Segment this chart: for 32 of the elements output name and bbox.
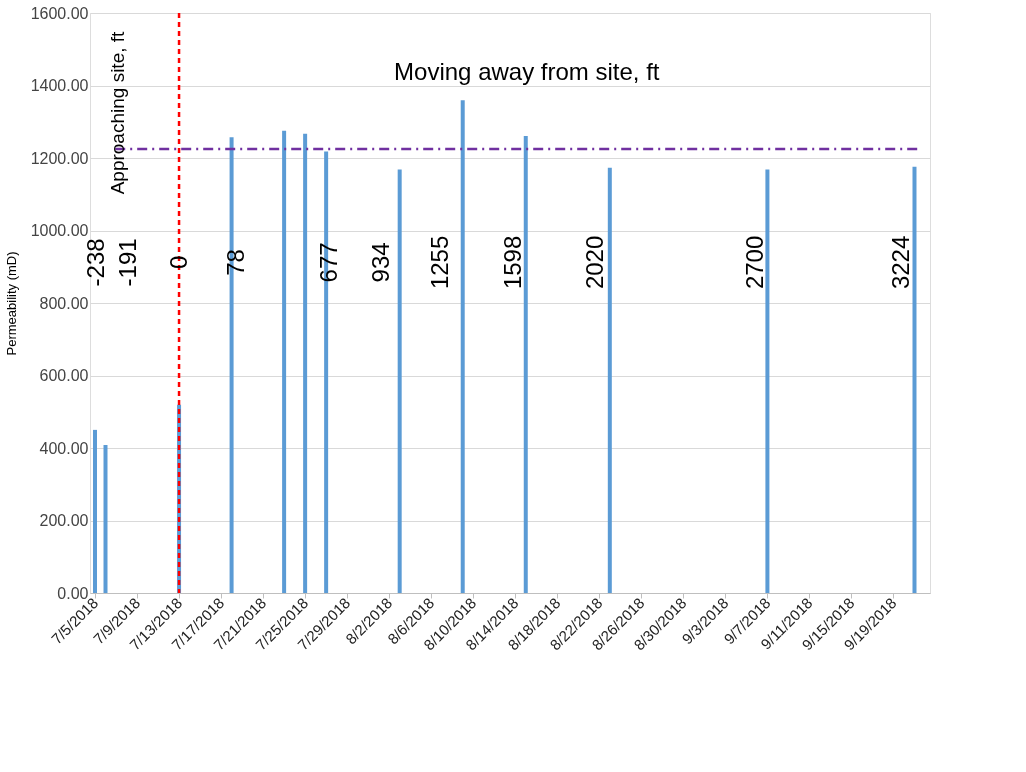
bar: [523, 135, 528, 593]
annotation: 934: [367, 242, 395, 283]
y-tick-label: 1000.00: [30, 222, 89, 239]
bar: [303, 133, 308, 593]
annotation: 677: [315, 242, 343, 283]
annotation: -191: [114, 238, 142, 287]
annotation: 2700: [741, 235, 769, 290]
y-tick-label: 1400.00: [30, 77, 89, 94]
annotation: Approaching site, ft: [107, 30, 128, 195]
y-tick-label: 1200.00: [30, 149, 89, 167]
y-tick-label: 400.00: [39, 439, 89, 457]
bar: [460, 100, 465, 593]
annotation: 2020: [580, 235, 608, 290]
bar: [103, 445, 108, 593]
bar: [397, 169, 402, 593]
y-tick-label: 800.00: [39, 294, 89, 312]
annotation: 78: [222, 249, 249, 276]
annotation: 1255: [426, 235, 454, 290]
annotation: 0: [164, 255, 192, 270]
bar: [765, 169, 770, 593]
y-axis-title: Permeability (mD): [3, 251, 19, 356]
bar: [912, 166, 917, 593]
bar: [93, 429, 97, 593]
y-tick-label: 1600.00: [30, 4, 89, 22]
bar: [607, 167, 612, 593]
y-tick-label: 600.00: [39, 367, 89, 384]
bar: [282, 130, 287, 593]
y-tick-label: 200.00: [39, 512, 89, 529]
annotation: -238: [81, 238, 109, 287]
annotation: Moving away from site, ft: [394, 58, 660, 85]
annotation: 3224: [887, 235, 915, 290]
annotation: 1598: [499, 235, 527, 290]
